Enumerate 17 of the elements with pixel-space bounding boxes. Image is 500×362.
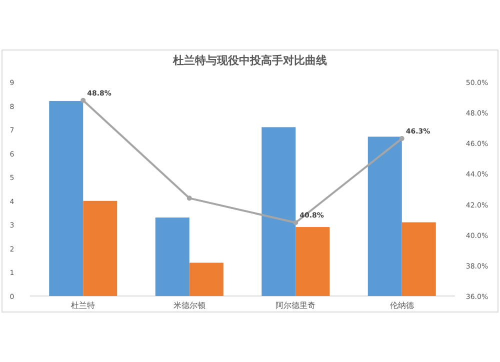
bar	[368, 136, 402, 296]
bar	[155, 218, 190, 296]
x-tick-label: 杜兰特	[71, 301, 96, 310]
point	[186, 196, 192, 201]
x-tick-label: 米德尔顿	[173, 301, 206, 310]
x-tick-label: 伦纳德	[390, 301, 414, 310]
bar	[189, 262, 224, 296]
bar	[296, 227, 330, 296]
bar	[83, 200, 118, 296]
point	[80, 98, 86, 103]
point	[293, 220, 298, 226]
point	[399, 136, 404, 142]
chart-title: 杜兰特与现役中投高手对比曲线	[172, 54, 327, 67]
bar	[262, 127, 296, 296]
bar	[402, 222, 436, 296]
x-tick-label: 阿尔德里奇	[276, 301, 316, 310]
bar	[49, 101, 84, 296]
